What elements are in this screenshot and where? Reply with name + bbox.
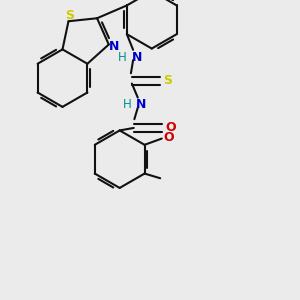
Text: O: O xyxy=(163,131,174,144)
Text: S: S xyxy=(164,74,172,87)
Text: N: N xyxy=(136,98,147,111)
Text: N: N xyxy=(131,51,142,64)
Text: S: S xyxy=(65,8,74,22)
Text: H: H xyxy=(123,98,131,111)
Text: O: O xyxy=(166,121,176,134)
Text: N: N xyxy=(109,40,120,52)
Text: H: H xyxy=(118,51,127,64)
